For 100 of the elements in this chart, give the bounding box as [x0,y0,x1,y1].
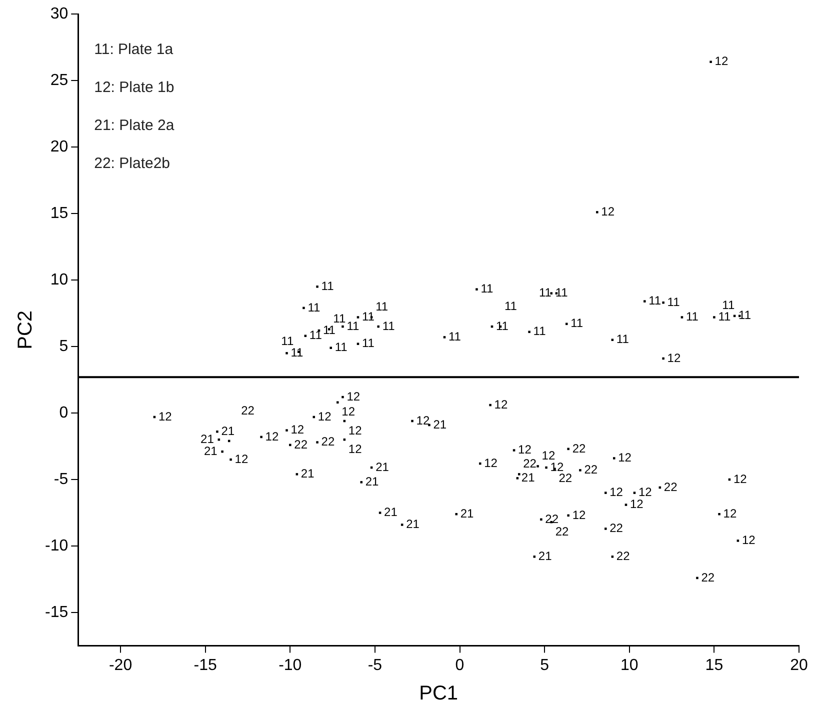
y-tick-label: -5 [54,470,68,488]
text: 22 [701,570,715,584]
text: 21 [406,517,420,532]
text: 21 [460,506,474,520]
x-tick-label: -20 [108,656,132,674]
y-tick-label: 20 [50,138,68,156]
text: 12 [714,54,728,68]
text: 11 [648,294,662,308]
series-label: 21 [221,424,235,438]
text: 22 [616,548,630,563]
text: 11 [480,282,494,296]
annotation: 21: Plate 2a [94,117,175,134]
annotation: 22: Plate2b [94,155,170,172]
x-tick-label: 20 [790,656,808,674]
text: 12 [158,409,172,424]
x-tick-label: 10 [620,656,638,674]
point [455,512,458,516]
text: 22 [664,480,678,494]
text: 12 [572,508,586,522]
text: 11 [570,316,584,330]
y-tick-label: -15 [45,604,68,621]
text: 12 [733,472,747,486]
y-tick-label: -10 [45,537,68,554]
text: 11 [333,312,346,326]
text: 12 [265,429,279,444]
text: 21 [433,417,447,432]
text: 12 [348,442,362,456]
text: 12 [290,422,304,437]
text: 21 [376,460,389,474]
x-tick-label: -5 [368,656,382,674]
point [565,322,568,326]
point [478,462,482,465]
text: 11 [555,286,568,300]
text: 11 [321,278,334,293]
text: 22 [523,456,536,471]
series-label: 22 [545,512,559,526]
text: 12 [742,533,756,548]
text: 11 [448,330,461,344]
series-label: 11 [738,308,752,322]
text: 11 [376,300,388,314]
x-tick-label: 15 [705,656,724,674]
text: 11 [309,328,322,342]
text: 12 [618,450,632,465]
text: 11 [322,322,336,337]
y-tick-label: 30 [50,5,68,22]
text: 11 [533,324,546,338]
y-tick-label: 5 [59,338,68,355]
text: 12 [667,350,681,365]
x-tick-label: 0 [455,656,464,674]
text: 11 [334,340,348,354]
text: 11 [346,318,360,333]
text: 11 [382,318,395,333]
text: 22 [558,471,572,486]
text: 21 [365,474,379,489]
text: 11 [362,336,374,350]
text: 22 [572,441,586,456]
text: 12 [638,485,652,500]
text: 22 [610,521,623,536]
text: 21 [384,505,398,520]
text: 12 [234,452,248,466]
text: 12 [601,204,615,218]
annotation: 11: Plate 1a [94,41,174,58]
y-tick-label: 0 [59,404,68,422]
text: 21 [521,470,535,485]
text: 12 [346,389,360,404]
text: 12 [416,413,430,428]
text: 11 [616,332,629,346]
text: 11 [686,310,698,324]
text: 22 [584,462,598,477]
text: 21 [204,444,218,458]
text: 22 [321,434,335,449]
text: 12 [610,485,623,500]
text: 12 [318,409,332,424]
text: 11 [718,310,731,324]
text: 21 [200,432,214,446]
text: 12 [518,442,532,457]
series-label: 12 [342,404,356,419]
text: 11 [496,318,508,333]
y-tick-label: 15 [50,204,68,222]
x-tick-label: -10 [278,656,302,674]
y-axis-title: PC2 [14,310,37,350]
x-tick-label: -15 [194,656,217,674]
text: 12 [484,456,498,470]
text: 12 [348,423,362,438]
text: 12 [630,497,644,512]
text: 11 [538,286,552,300]
text: 21 [538,548,552,563]
annotation: 12: Plate 1b [94,79,174,96]
text: 12 [723,506,737,520]
text: 12 [494,397,508,412]
text: 22 [241,403,254,418]
text: 22 [555,524,569,538]
text: 21 [300,466,314,481]
text: 11 [308,300,320,314]
x-axis-title: PC1 [419,682,458,705]
text: 11 [722,298,735,312]
text: 22 [294,437,308,452]
y-tick-label: 25 [50,72,68,89]
text: 11 [667,294,680,309]
x-tick-label: 5 [540,656,550,674]
